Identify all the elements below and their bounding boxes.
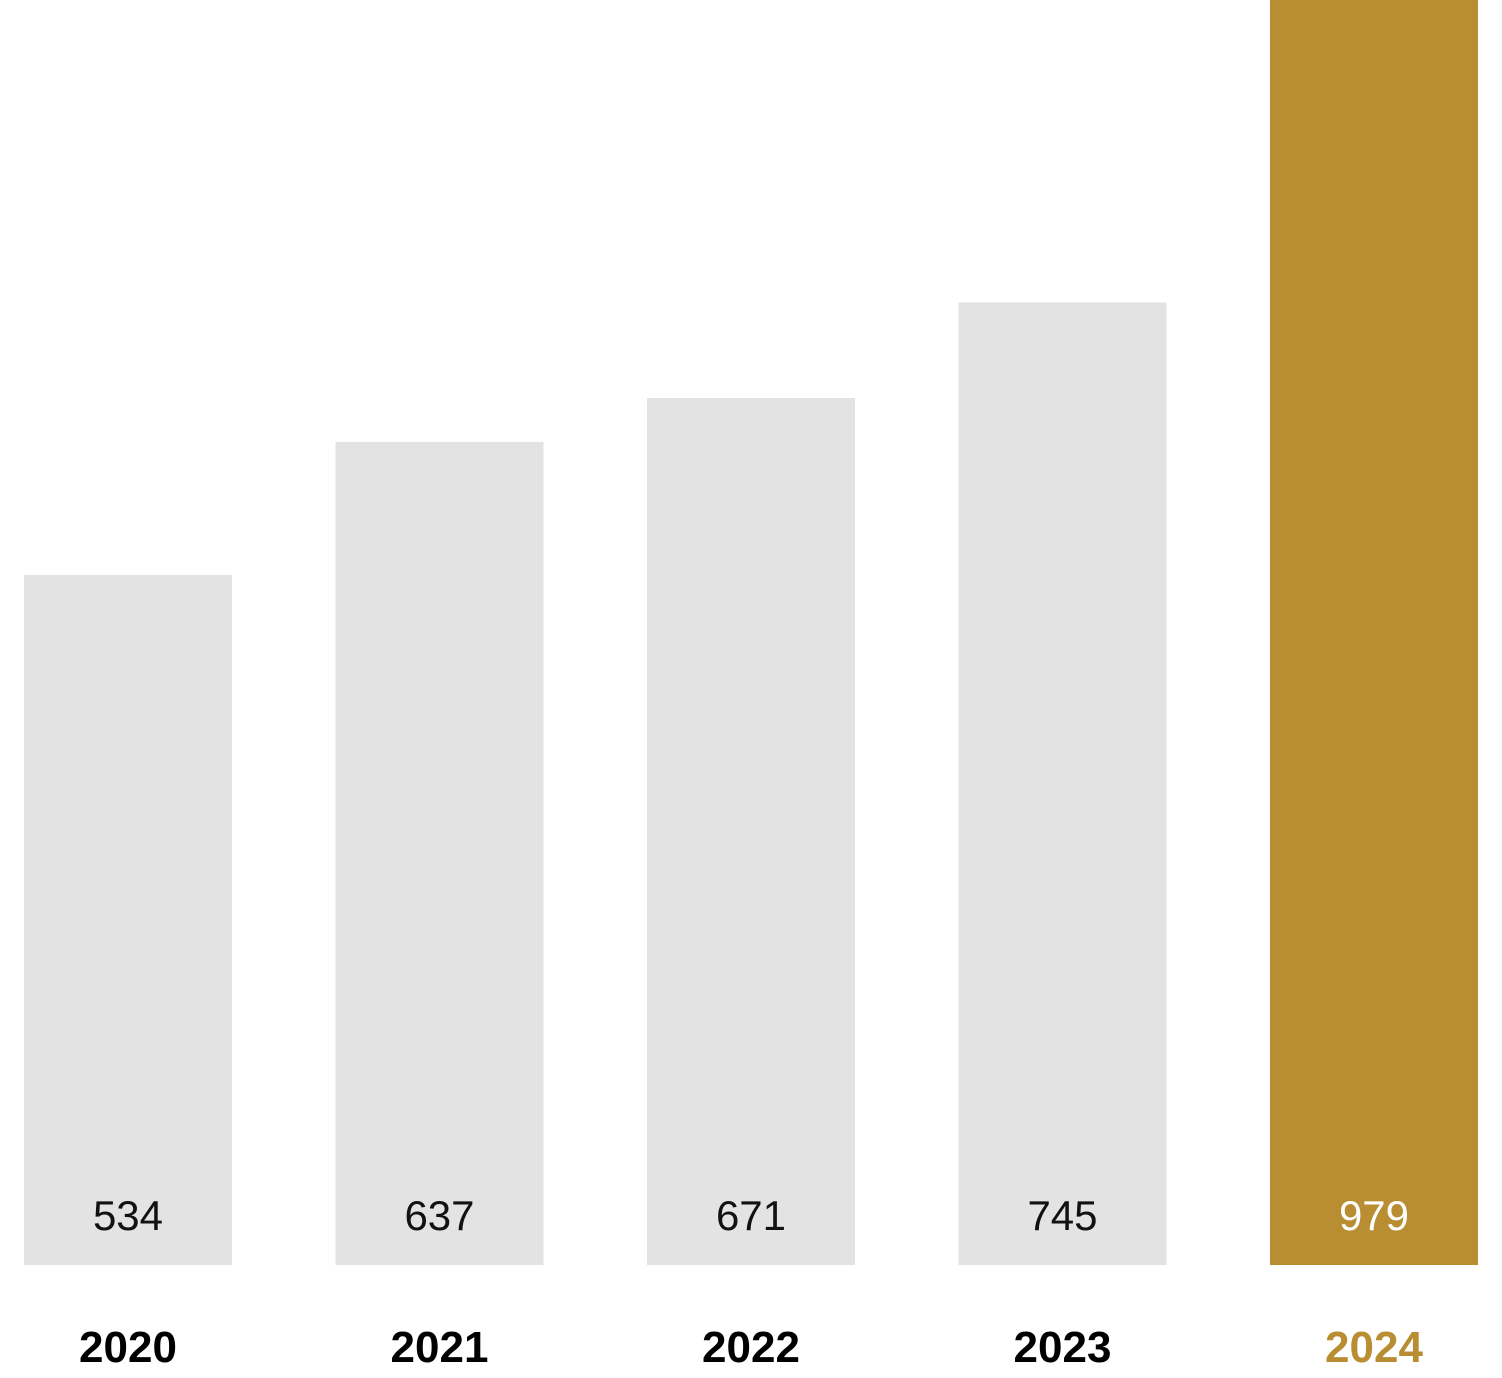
bar-2023 [958,302,1167,1265]
bars-group [24,0,1478,1265]
category-labels-group: 2020 2021 2022 2023 2024 [79,1323,1423,1372]
category-label-2023: 2023 [1014,1323,1112,1372]
value-label-2023: 745 [1027,1192,1097,1239]
value-label-2020: 534 [93,1192,163,1239]
bar-2024 [1270,0,1478,1265]
category-label-2024: 2024 [1325,1323,1423,1372]
value-label-2022: 671 [716,1192,786,1239]
bar-2020 [24,575,232,1265]
bar-2022 [647,398,855,1265]
value-label-2024: 979 [1339,1192,1409,1239]
category-label-2022: 2022 [702,1323,800,1372]
category-label-2020: 2020 [79,1323,177,1372]
value-label-2021: 637 [404,1192,474,1239]
category-label-2021: 2021 [391,1323,489,1372]
value-labels-group: 534 637 671 745 979 [93,1192,1409,1239]
bar-2021 [335,441,544,1265]
